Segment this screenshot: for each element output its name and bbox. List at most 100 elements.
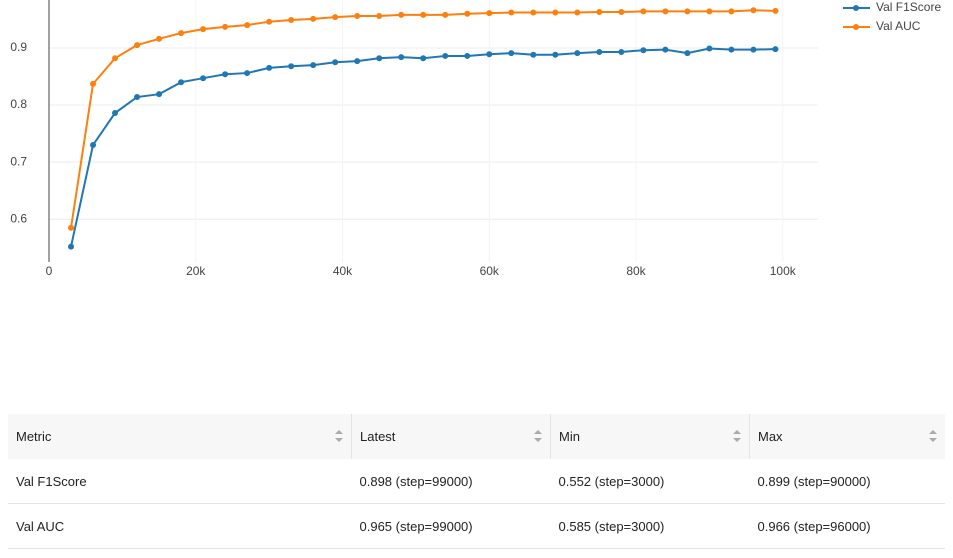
cell: 0.965 (step=99000) [351,503,551,549]
point [398,54,405,61]
point [486,51,493,58]
point [200,75,207,82]
series-line [70,9,776,228]
point [464,10,471,17]
point [244,22,251,29]
point [244,70,251,77]
sort-icon [335,430,343,442]
x-tick-label: 100k [770,264,797,278]
cell: Val F1Score [8,459,352,504]
point [310,15,317,22]
point [750,7,757,14]
point [596,48,603,55]
sort-icon [534,430,542,442]
point [508,50,515,57]
point [68,224,75,231]
point [706,8,713,15]
point [684,8,691,15]
point [772,7,779,14]
point [530,51,537,58]
point [376,55,383,62]
point [134,42,141,49]
point [112,55,119,62]
column-header[interactable]: Min [550,414,750,459]
cell: 0.899 (step=90000) [749,459,945,504]
point [376,12,383,19]
series-line [70,47,776,247]
point [574,50,581,57]
point [68,243,75,250]
x-tick-label: 20k [186,264,206,278]
point [552,51,559,58]
sort-icon [733,430,741,442]
sort-icon [929,430,937,442]
point [156,35,163,42]
point [442,52,449,59]
y-tick-label: 0.6 [10,211,27,225]
chart: 0.6 0.7 0.8 0.9 0 20k 40k 60k 80k 100k Val F1Score… [10,0,941,278]
point [332,14,339,21]
point [178,30,185,37]
point [354,12,361,19]
point [310,62,317,69]
column-header[interactable]: Metric [8,414,352,459]
point [772,46,779,53]
point [618,8,625,15]
cell: Val AUC [8,503,352,549]
point [288,16,295,23]
point [420,55,427,62]
point [354,58,361,65]
point [200,26,207,33]
point [640,47,647,54]
cell: 0.966 (step=96000) [749,503,945,549]
point [640,8,647,15]
x-tick-label: 40k [333,264,353,278]
point [222,23,229,30]
legend-label: Val F1Score [876,0,941,14]
point [596,8,603,15]
point [486,10,493,17]
cell: 0.585 (step=3000) [550,503,750,549]
point [728,8,735,15]
cell: 0.898 (step=99000) [351,459,551,504]
x-tick-label: 60k [480,264,500,278]
point [574,9,581,16]
point [112,110,119,117]
point [662,46,669,53]
point [90,141,97,148]
cell: 0.552 (step=3000) [550,459,750,504]
column-header[interactable]: Latest [351,414,551,459]
point [464,52,471,59]
point [442,11,449,18]
point [266,64,273,71]
point [530,9,537,16]
y-tick-label: 0.8 [10,97,27,111]
point [508,9,515,16]
header-text: Latest [360,429,396,444]
table-row: Val F1Score 0.898 (step=99000) 0.552 (step… [8,459,945,504]
point [420,11,427,18]
point [706,45,713,52]
point [178,79,185,86]
point [552,9,559,16]
header-text: Min [559,429,580,444]
point [662,8,669,15]
point [222,71,229,78]
header-text: Max [758,429,783,444]
column-header[interactable]: Max [749,414,945,459]
point [684,50,691,57]
legend-swatch [853,24,859,30]
metrics-table: Metric Latest Min Max Val F1Score 0.898 (… [8,414,945,549]
point [156,91,163,98]
point [728,46,735,53]
header-text: Metric [16,429,52,444]
legend-swatch [853,5,859,11]
y-tick-label: 0.7 [10,154,27,168]
x-tick-label: 0 [46,264,53,278]
legend-label: Val AUC [876,19,921,33]
point [398,11,405,18]
point [288,63,295,70]
point [332,59,339,66]
point [134,94,141,101]
x-tick-label: 80k [626,264,646,278]
